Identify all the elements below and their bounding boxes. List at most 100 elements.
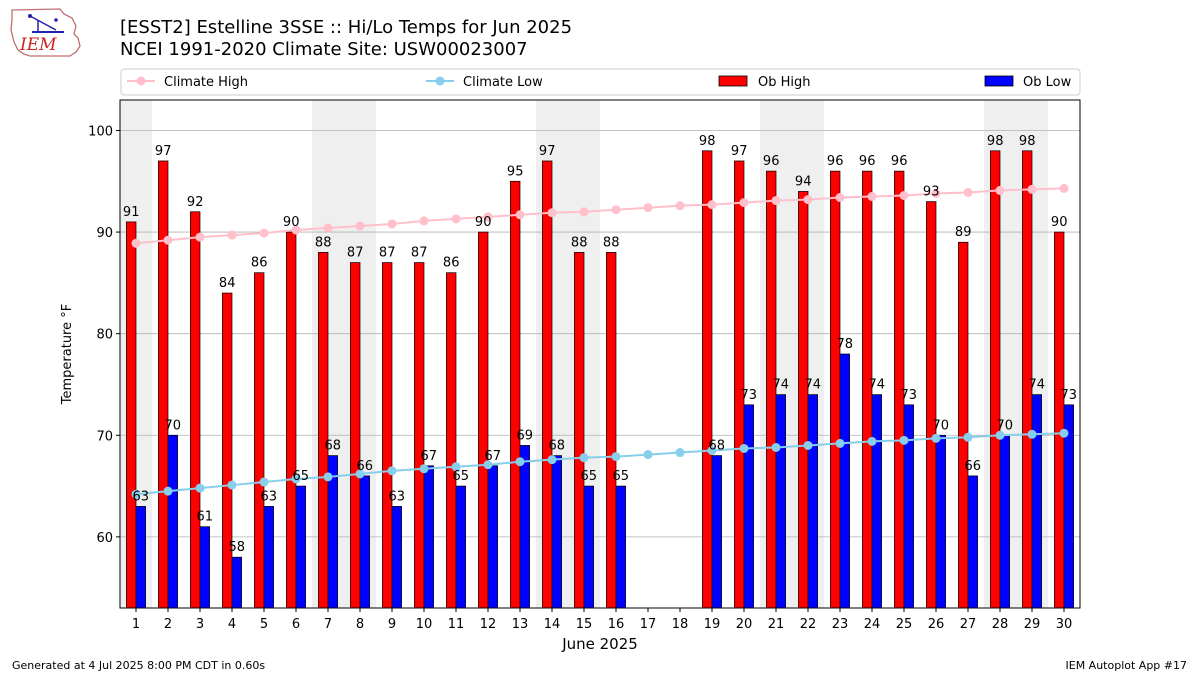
y-tick-label-70: 70 — [96, 429, 113, 444]
bar-low-2 — [167, 434, 178, 609]
bar-label-high-9: 87 — [379, 246, 396, 261]
bar-label-high-6: 90 — [283, 215, 300, 230]
climate-low-point-6 — [291, 474, 301, 484]
bar-high-26 — [926, 201, 937, 609]
chart-subtitle: NCEI 1991-2020 Climate Site: USW00023007 — [120, 39, 528, 60]
legend-label-climate-low: Climate Low — [463, 75, 543, 90]
bar-low-22 — [807, 394, 818, 609]
climate-low-point-5 — [259, 477, 269, 487]
climate-high-point-24 — [867, 192, 877, 202]
climate-low-line — [135, 432, 1065, 496]
climate-high-point-28 — [995, 185, 1005, 195]
bar-label-low-21: 74 — [773, 378, 790, 393]
climate-high-point-14 — [547, 208, 557, 218]
climate-low-point-7 — [323, 472, 333, 482]
climate-high-point-3 — [195, 232, 205, 242]
x-tick-label-18: 18 — [672, 617, 689, 632]
bar-low-15 — [583, 485, 594, 609]
bar-label-high-2: 97 — [155, 144, 172, 159]
x-tick-label-26: 26 — [928, 617, 945, 632]
legend-label-ob-high: Ob High — [758, 75, 811, 90]
bar-low-16 — [615, 485, 626, 609]
bar-label-high-23: 96 — [827, 154, 844, 169]
bar-label-high-26: 93 — [923, 185, 940, 200]
bar-label-low-26: 70 — [933, 418, 950, 433]
x-tick-label-17: 17 — [640, 617, 657, 632]
footer-app: IEM Autoplot App #17 — [1065, 659, 1188, 672]
x-tick-label-5: 5 — [260, 617, 268, 632]
bar-label-high-28: 98 — [987, 134, 1004, 149]
bar-high-14 — [542, 160, 553, 609]
bar-label-high-30: 90 — [1051, 215, 1068, 230]
bar-label-low-13: 69 — [517, 428, 534, 443]
bar-label-high-27: 89 — [955, 225, 972, 240]
bar-label-low-10: 67 — [421, 449, 438, 464]
x-tick-label-11: 11 — [448, 617, 465, 632]
bar-label-low-22: 74 — [805, 378, 822, 393]
x-tick-label-14: 14 — [544, 617, 561, 632]
climate-low-point-1 — [131, 489, 141, 499]
bar-high-12 — [478, 231, 489, 609]
climate-high-point-2 — [163, 235, 173, 245]
climate-low-point-17 — [643, 450, 653, 460]
legend-item-climate-high: Climate High — [127, 75, 248, 90]
bar-label-low-27: 66 — [965, 459, 982, 474]
y-tick-label-60: 60 — [96, 531, 113, 546]
bar-low-27 — [967, 475, 978, 609]
bar-low-6 — [295, 485, 306, 609]
bar-low-19 — [711, 455, 722, 609]
climate-high-line — [135, 187, 1065, 245]
bar-high-30 — [1054, 231, 1065, 609]
bar-label-high-7: 88 — [315, 235, 332, 250]
bar-low-3 — [199, 526, 210, 609]
bar-high-7 — [318, 252, 329, 609]
x-tick-label-2: 2 — [164, 617, 172, 632]
bar-label-low-29: 74 — [1029, 378, 1046, 393]
x-tick-label-1: 1 — [132, 617, 140, 632]
climate-high-point-25 — [899, 191, 909, 201]
legend-item-climate-low: Climate Low — [426, 75, 543, 90]
bar-label-high-5: 86 — [251, 256, 268, 271]
climate-high-point-17 — [643, 203, 653, 213]
bar-high-9 — [382, 262, 393, 609]
bar-label-low-5: 63 — [261, 489, 278, 504]
climate-high-point-16 — [611, 205, 621, 215]
bar-low-1 — [135, 506, 146, 609]
footer-generated: Generated at 4 Jul 2025 8:00 PM CDT in 0… — [12, 659, 266, 672]
bar-label-low-16: 65 — [613, 469, 630, 484]
climate-low-point-20 — [739, 443, 749, 453]
bar-label-low-6: 65 — [293, 469, 310, 484]
chart-title: [ESST2] Estelline 3SSE :: Hi/Lo Temps fo… — [120, 17, 573, 38]
climate-high-point-29 — [1027, 184, 1037, 194]
bar-low-20 — [743, 404, 754, 609]
bar-high-6 — [286, 231, 297, 609]
bar-label-low-12: 67 — [485, 449, 502, 464]
bar-high-16 — [606, 252, 617, 609]
x-tick-label-6: 6 — [292, 617, 300, 632]
legend-label-climate-high: Climate High — [164, 75, 248, 90]
bar-label-high-4: 84 — [219, 276, 236, 291]
x-tick-label-30: 30 — [1056, 617, 1073, 632]
climate-high-point-21 — [771, 196, 781, 206]
bar-low-29 — [1031, 394, 1042, 609]
x-axis-label: June 2025 — [561, 635, 638, 653]
bar-label-high-16: 88 — [603, 235, 620, 250]
x-tick-label-4: 4 — [228, 617, 236, 632]
climate-high-point-1 — [131, 238, 141, 248]
bar-high-15 — [574, 252, 585, 609]
logo-text: IEM — [19, 35, 57, 55]
x-axis-ticks: 1 2 3 4 5 6 7 8 9 10 11 12 13 14 15 16 17 18 19 20 21 22 23 24 2… — [132, 608, 1072, 632]
climate-low-point-8 — [355, 469, 365, 479]
bar-label-high-20: 97 — [731, 144, 748, 159]
climate-low-point-26 — [931, 433, 941, 443]
climate-high-point-12 — [483, 212, 493, 222]
x-tick-label-28: 28 — [992, 617, 1009, 632]
x-tick-label-20: 20 — [736, 617, 753, 632]
bar-high-3 — [190, 211, 201, 609]
x-tick-label-3: 3 — [196, 617, 204, 632]
climate-high-point-6 — [291, 225, 301, 235]
bar-high-27 — [958, 241, 969, 609]
iem-logo: IEM — [10, 8, 81, 57]
x-tick-label-27: 27 — [960, 617, 977, 632]
